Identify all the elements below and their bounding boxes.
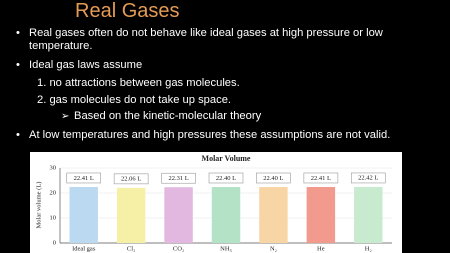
value-label-box <box>161 172 196 184</box>
value-label-box <box>303 172 339 184</box>
bar <box>306 186 336 243</box>
y-axis-label: Molar volume (L) <box>35 182 42 229</box>
value-label: 22.40 L <box>263 175 283 182</box>
y-tick-label: 0 <box>53 239 56 246</box>
x-tick-label: CO₂ <box>173 245 184 252</box>
x-tick-label: H₂ <box>365 245 372 252</box>
bullet: At low temperatures and high pressures t… <box>16 129 390 142</box>
value-label-box <box>208 172 244 184</box>
value-label-box <box>256 172 291 184</box>
value-label-box <box>350 172 386 184</box>
y-tick-label: 30 <box>50 164 57 171</box>
value-label: 22.41 L <box>74 175 94 182</box>
bar <box>211 187 241 243</box>
bar <box>354 186 383 243</box>
bar <box>259 187 288 243</box>
bar <box>69 186 98 243</box>
bar <box>116 187 146 243</box>
value-label-box <box>113 173 149 185</box>
bullet: Ideal gas laws assume <box>16 59 142 72</box>
x-tick-label: N₂ <box>270 245 277 252</box>
value-label: 22.06 L <box>121 176 141 183</box>
value-label: 22.42 L <box>358 175 378 182</box>
x-tick-label: He <box>317 245 325 252</box>
slide-title: Real Gases <box>75 0 180 22</box>
sub-sub-item: Based on the kinetic-molecular theory <box>61 110 261 123</box>
value-label: 22.31 L <box>168 175 188 182</box>
bullet: Real gases often do not behave like idea… <box>16 27 429 53</box>
x-tick-label: Ideal gas <box>72 245 96 252</box>
chart: Molar Volume Molar volume (L) 0 10 20 30 Ide… <box>30 152 402 253</box>
x-tick-label: Cl₂ <box>127 245 135 252</box>
sub-item: 2. gas molecules do not take up space. <box>37 94 232 106</box>
value-label-box <box>66 172 102 184</box>
sub-item: 1. no attractions between gas molecules. <box>37 77 240 89</box>
chart-title: Molar Volume <box>202 154 251 163</box>
bar <box>164 187 193 243</box>
value-label: 22.41 L <box>311 175 331 182</box>
value-label: 22.40 L <box>216 175 236 182</box>
y-tick-label: 20 <box>50 189 57 196</box>
x-tick-label: NH₃ <box>220 245 232 252</box>
y-tick-label: 10 <box>50 214 57 221</box>
